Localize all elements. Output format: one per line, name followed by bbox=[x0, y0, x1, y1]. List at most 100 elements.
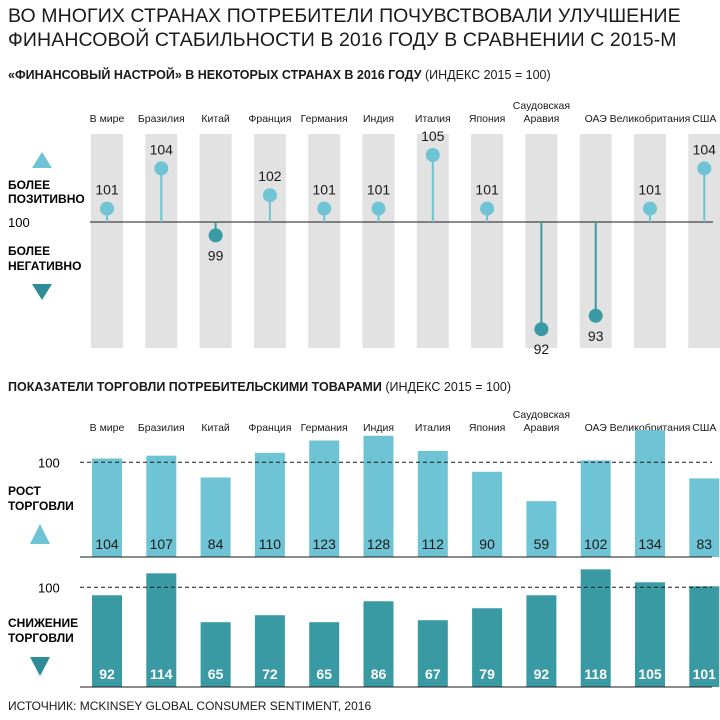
category-label: Япония bbox=[469, 422, 505, 434]
bar-value-label: 92 bbox=[99, 666, 115, 682]
column-band bbox=[471, 134, 504, 348]
down-arrow-icon bbox=[30, 657, 50, 676]
up-arrow-icon bbox=[32, 152, 52, 168]
bar-decline bbox=[417, 620, 448, 687]
value-label: 102 bbox=[258, 168, 282, 184]
category-label: Франция bbox=[248, 113, 291, 125]
category-label: Япония bbox=[469, 113, 505, 125]
category-label: Бразилия bbox=[138, 422, 185, 434]
column-band bbox=[253, 134, 286, 348]
bar-growth bbox=[146, 455, 177, 557]
bar-value-label: 79 bbox=[479, 666, 495, 682]
value-label: 101 bbox=[313, 182, 337, 198]
category-label: Италия bbox=[415, 113, 451, 125]
lollipop-dot bbox=[697, 161, 712, 176]
section-title-trade-note: (индекс 2015 = 100) bbox=[385, 380, 512, 394]
bar-value-label: 65 bbox=[316, 666, 332, 682]
bar-growth bbox=[254, 452, 285, 557]
category-label: Китай bbox=[201, 422, 230, 434]
lollipop-dot bbox=[208, 228, 223, 243]
series-label: СНИЖЕНИЕ bbox=[8, 616, 78, 630]
value-label: 101 bbox=[475, 182, 499, 198]
category-label: Франция bbox=[248, 422, 291, 434]
value-label: 101 bbox=[95, 182, 119, 198]
category-label: Аравия bbox=[523, 113, 559, 125]
bar-value-label: 118 bbox=[584, 666, 607, 682]
category-label: В мире bbox=[90, 422, 125, 434]
bar-value-label: 123 bbox=[313, 536, 337, 552]
bar-decline bbox=[254, 615, 285, 687]
category-label: США bbox=[692, 422, 716, 434]
label-more-negative: БОЛЕЕ bbox=[8, 244, 50, 258]
lollipop-dot bbox=[262, 188, 277, 203]
bar-value-label: 65 bbox=[208, 666, 224, 682]
bar-value-label: 110 bbox=[259, 536, 282, 552]
value-label: 93 bbox=[588, 328, 604, 344]
bar-growth bbox=[417, 450, 448, 557]
bar-decline bbox=[689, 586, 720, 687]
bar-value-label: 112 bbox=[422, 536, 445, 552]
bar-decline bbox=[526, 595, 557, 687]
lollipop-dot bbox=[317, 201, 332, 216]
bar-growth bbox=[309, 440, 340, 557]
bar-growth bbox=[689, 478, 720, 557]
category-label: США bbox=[692, 113, 716, 125]
bar-growth bbox=[472, 471, 503, 557]
column-band bbox=[634, 134, 666, 348]
bar-value-label: 105 bbox=[638, 666, 662, 682]
lollipop-dot bbox=[100, 201, 114, 216]
category-label: Великобритания bbox=[610, 113, 691, 125]
bar-value-label: 84 bbox=[208, 536, 224, 552]
section-title-trade: Показатели торговли потребительскими тов… bbox=[8, 380, 511, 394]
category-label: Великобритания bbox=[610, 422, 691, 434]
lollipop-dot bbox=[588, 308, 603, 323]
category-label: ОАЭ bbox=[585, 113, 608, 125]
category-label: ОАЭ bbox=[585, 422, 608, 434]
lollipop-dot bbox=[534, 322, 549, 337]
bar-value-label: 101 bbox=[693, 666, 717, 682]
lollipop-dot bbox=[371, 201, 386, 216]
column-band bbox=[308, 134, 341, 348]
bar-value-label: 104 bbox=[95, 536, 119, 552]
section-title-sentiment: «Финансовый настрой» в некоторых странах… bbox=[8, 68, 551, 82]
bar-value-label: 72 bbox=[262, 666, 278, 682]
bar-decline bbox=[200, 622, 231, 687]
category-label: Италия bbox=[415, 422, 451, 434]
label-more-positive: БОЛЕЕ bbox=[8, 178, 50, 192]
bar-growth bbox=[580, 460, 611, 557]
bar-growth bbox=[200, 477, 231, 557]
column-band bbox=[362, 134, 395, 348]
category-label: Индия bbox=[363, 113, 394, 125]
bar-decline bbox=[92, 595, 122, 687]
bar-decline bbox=[363, 601, 394, 687]
lollipop-dot bbox=[480, 201, 495, 216]
category-label: Китай bbox=[201, 113, 230, 125]
bar-growth bbox=[363, 435, 394, 557]
value-label: 105 bbox=[421, 128, 445, 144]
category-label: Бразилия bbox=[138, 113, 185, 125]
lollipop-dot bbox=[643, 201, 657, 216]
bar-value-label: 83 bbox=[697, 536, 713, 552]
bar-growth bbox=[92, 458, 122, 557]
series-label: ТОРГОВЛИ bbox=[8, 631, 74, 645]
bar-decline bbox=[635, 582, 665, 687]
bar-decline bbox=[309, 622, 340, 687]
bar-value-label: 67 bbox=[425, 666, 441, 682]
category-label: В мире bbox=[90, 113, 125, 125]
category-label: Саудовская bbox=[513, 100, 570, 112]
section-title-sentiment-bold: «Финансовый настрой» в некоторых странах… bbox=[8, 68, 422, 82]
section-title-trade-bold: Показатели торговли потребительскими тов… bbox=[8, 380, 382, 394]
section-title-sentiment-note: (индекс 2015 = 100) bbox=[424, 68, 551, 82]
category-label: Индия bbox=[363, 422, 394, 434]
category-label: Саудовская bbox=[513, 409, 570, 421]
bar-value-label: 107 bbox=[150, 536, 174, 552]
category-label: Германия bbox=[301, 422, 348, 434]
value-label: 99 bbox=[208, 247, 224, 263]
bar-value-label: 90 bbox=[479, 536, 495, 552]
bar-value-label: 86 bbox=[371, 666, 387, 682]
value-label: 101 bbox=[367, 182, 391, 198]
bar-value-label: 128 bbox=[367, 536, 391, 552]
bar-value-label: 134 bbox=[638, 536, 662, 552]
lollipop-dot bbox=[154, 161, 169, 176]
bar-decline bbox=[580, 569, 611, 687]
